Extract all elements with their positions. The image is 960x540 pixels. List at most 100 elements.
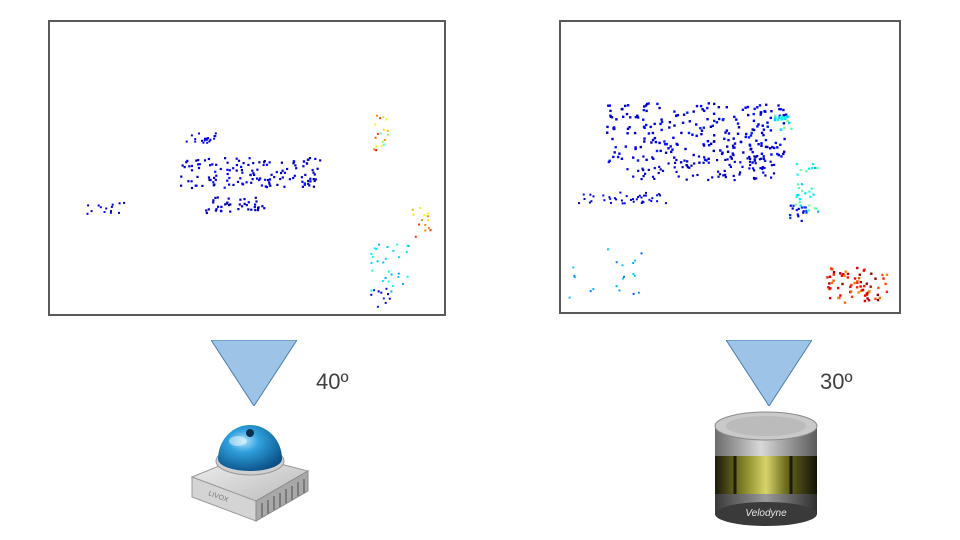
point — [642, 201, 645, 204]
point — [427, 227, 430, 230]
point — [653, 177, 656, 180]
point — [237, 208, 240, 211]
point — [267, 179, 270, 182]
point — [255, 200, 258, 203]
point — [111, 203, 114, 206]
point — [796, 183, 799, 186]
point — [760, 144, 763, 147]
point — [608, 196, 611, 199]
point — [402, 283, 405, 285]
point — [190, 180, 193, 183]
point — [208, 140, 211, 143]
point — [707, 157, 710, 160]
point — [672, 136, 675, 139]
point — [849, 285, 852, 288]
point — [797, 193, 800, 197]
point — [254, 203, 257, 206]
point — [207, 208, 210, 211]
point — [385, 287, 388, 290]
point — [292, 162, 295, 165]
point — [773, 163, 776, 166]
point — [760, 131, 764, 135]
point — [728, 163, 731, 166]
point — [658, 106, 661, 110]
point — [118, 202, 121, 205]
point — [656, 200, 659, 203]
point — [383, 139, 386, 141]
point — [802, 210, 805, 213]
point — [801, 189, 804, 192]
point — [384, 277, 387, 279]
point — [640, 178, 643, 181]
point — [613, 127, 616, 131]
point — [709, 142, 713, 145]
point — [711, 124, 714, 127]
point — [798, 198, 801, 201]
point — [283, 185, 286, 188]
point — [387, 293, 389, 296]
point — [632, 175, 635, 178]
point — [782, 114, 786, 117]
point — [777, 153, 780, 157]
point — [656, 102, 659, 106]
point — [615, 198, 618, 201]
point — [229, 210, 232, 213]
point — [726, 150, 730, 153]
point — [874, 297, 877, 300]
point — [645, 158, 648, 161]
point — [568, 296, 571, 299]
point — [203, 137, 206, 140]
point — [868, 290, 871, 293]
point — [429, 229, 432, 232]
point — [829, 287, 832, 290]
point — [668, 121, 672, 124]
point — [812, 193, 815, 196]
point — [373, 247, 376, 250]
point — [207, 176, 211, 179]
point — [606, 131, 609, 134]
point — [582, 193, 585, 196]
point — [669, 145, 672, 148]
point — [379, 117, 382, 120]
point — [736, 122, 740, 125]
point — [240, 168, 243, 172]
point — [301, 185, 304, 188]
point — [257, 206, 260, 210]
point — [659, 122, 662, 126]
point — [808, 190, 811, 193]
point — [760, 152, 764, 155]
point — [805, 209, 808, 212]
point — [214, 178, 217, 181]
point — [385, 118, 388, 121]
point — [712, 149, 715, 153]
point — [241, 205, 244, 208]
point — [105, 207, 108, 210]
point — [228, 169, 231, 172]
point — [813, 166, 817, 169]
point — [675, 158, 678, 162]
point — [764, 110, 767, 113]
point — [718, 117, 721, 121]
point — [253, 173, 256, 176]
point — [841, 282, 844, 286]
point — [311, 168, 314, 172]
point — [830, 281, 834, 285]
point — [228, 176, 231, 180]
point — [800, 183, 803, 186]
point — [810, 167, 813, 170]
point — [733, 115, 736, 119]
point-cluster — [578, 191, 667, 205]
point — [647, 168, 650, 171]
point — [795, 195, 798, 199]
point — [744, 135, 747, 139]
point — [412, 213, 415, 216]
point — [827, 286, 830, 289]
point — [882, 277, 885, 280]
point-cluster — [180, 157, 322, 190]
point — [268, 161, 271, 164]
point — [621, 202, 624, 205]
point — [256, 177, 259, 180]
point — [649, 125, 652, 129]
point — [749, 148, 752, 151]
point — [313, 179, 316, 183]
